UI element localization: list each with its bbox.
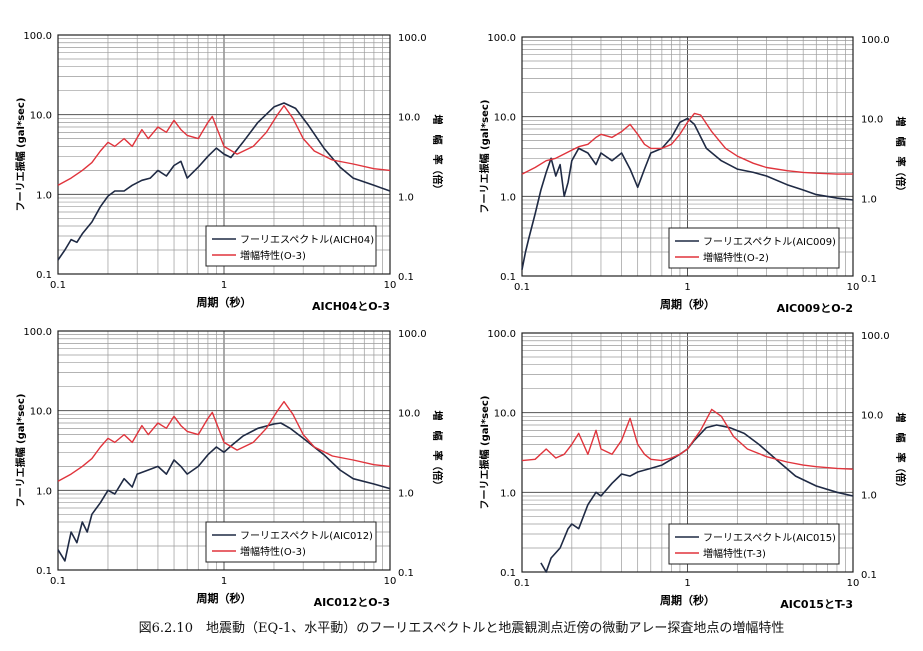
y-tick-label: 100.0 [23, 31, 52, 42]
y-axis-label: フーリエ振幅 (gal*sec) [14, 394, 27, 508]
x-tick-label: 1 [684, 578, 690, 589]
legend-label: 増幅特性(O-3) [240, 249, 306, 262]
y-tick-label: 10.0 [30, 111, 52, 122]
legend-label: フーリエスペクトル(AIC015) [703, 532, 836, 544]
plot-frame [521, 36, 854, 277]
y2-tick-label: 100.0 [398, 329, 427, 340]
x-tick-label: 1 [221, 280, 227, 291]
panel-subtitle: AIC015とT-3 [780, 598, 853, 611]
series-line-amplification [57, 400, 391, 482]
x-tick-label: 1 [684, 282, 690, 293]
legend-label: 増幅特性(O-3) [240, 545, 306, 558]
legend: フーリエスペクトル(AIC015) 増幅特性(T-3) [668, 523, 840, 565]
series-line-amplification [57, 104, 391, 186]
legend: フーリエスペクトル(AIC009) 増幅特性(O-2) [668, 227, 840, 269]
legend-box [668, 523, 840, 565]
x-tick-label: 0.1 [514, 578, 530, 589]
panel-subtitle: AIC012とO-3 [314, 596, 390, 609]
y-tick-label: 0.1 [36, 566, 52, 577]
y-tick-label: 10.0 [494, 409, 516, 420]
x-tick-label: 10 [847, 578, 860, 589]
plot-frame [57, 34, 391, 275]
x-tick-label: 10 [847, 282, 860, 293]
y2-tick-label: 0.1 [398, 272, 414, 283]
chart-panel-2: 0.1 1 100.11.010.0100.00.11.010.0100.0周期（秒… [478, 33, 907, 315]
y2-tick-label: 1.0 [861, 194, 877, 205]
series-line-fourier [540, 424, 854, 573]
x-tick-label: 10 [384, 576, 397, 587]
x-tick-label: 1 [221, 576, 227, 587]
legend-box [668, 227, 840, 269]
x-tick-label: 0.1 [514, 282, 530, 293]
y-tick-label: 10.0 [30, 407, 52, 418]
panel-subtitle: AICH04とO-3 [312, 300, 390, 313]
y2-tick-label: 0.1 [861, 570, 877, 581]
y-axis-label: フーリエ振幅 (gal*sec) [478, 396, 491, 510]
y-tick-label: 1.0 [36, 486, 52, 497]
y2-tick-label: 100.0 [861, 35, 890, 46]
x-axis-label: 周期（秒） [197, 295, 252, 309]
y2-tick-label: 100.0 [861, 331, 890, 342]
y2-tick-label: 0.1 [398, 568, 414, 579]
y2-axis-label: 増 幅 率（倍） [894, 117, 907, 197]
y2-tick-label: 10.0 [398, 409, 420, 420]
legend-label: フーリエスペクトル(AIC012) [240, 530, 373, 542]
y-tick-label: 1.0 [36, 190, 52, 201]
y-tick-label: 10.0 [494, 113, 516, 124]
x-axis-label: 周期（秒） [197, 591, 252, 605]
series-line-fourier [521, 117, 854, 270]
legend: フーリエスペクトル(AICH04) 増幅特性(O-3) [205, 225, 377, 267]
plot-frame [57, 330, 391, 571]
y-tick-label: 100.0 [487, 33, 516, 44]
series-line-fourier [57, 102, 391, 261]
x-axis-label: 周期（秒） [660, 297, 715, 311]
series-line-fourier [57, 422, 391, 562]
legend: フーリエスペクトル(AIC012) 増幅特性(O-3) [205, 521, 377, 563]
y-tick-label: 1.0 [500, 192, 516, 203]
x-tick-label: 0.1 [50, 280, 66, 291]
y-axis-label: フーリエ振幅 (gal*sec) [14, 98, 27, 212]
y2-axis-label: 増 幅 率（倍） [431, 411, 444, 491]
plot-frame [521, 332, 854, 573]
y-tick-label: 1.0 [500, 488, 516, 499]
y2-tick-label: 0.1 [861, 274, 877, 285]
x-axis-label: 周期（秒） [660, 593, 715, 607]
x-tick-label: 0.1 [50, 576, 66, 587]
chart-panel-3: 0.1 1 100.11.010.0100.00.11.010.0100.0周期（秒… [14, 327, 444, 609]
legend-label: 増幅特性(T-3) [703, 547, 766, 560]
legend-box [205, 225, 377, 267]
chart-panel-1: 0.1 1 100.11.010.0100.00.11.010.0100.0周期（秒… [14, 31, 444, 313]
figure-caption: 図6.2.10 地震動（EQ-1、水平動）のフーリエスペクトルと地震観測点近傍の… [138, 621, 785, 636]
y-tick-label: 0.1 [500, 568, 516, 579]
y-tick-label: 0.1 [500, 272, 516, 283]
series-line-amplification [521, 112, 853, 175]
chart-panel-4: 0.1 1 100.11.010.0100.00.11.010.0100.0周期（秒… [478, 329, 907, 611]
y2-tick-label: 1.0 [398, 488, 414, 499]
y-tick-label: 100.0 [23, 327, 52, 338]
legend-label: フーリエスペクトル(AIC009) [703, 236, 836, 248]
series-line-amplification [521, 408, 854, 470]
y2-tick-label: 10.0 [861, 115, 883, 126]
y2-tick-label: 100.0 [398, 33, 427, 44]
y-axis-label: フーリエ振幅 (gal*sec) [478, 100, 491, 214]
legend-label: フーリエスペクトル(AICH04) [240, 234, 374, 246]
y2-tick-label: 10.0 [861, 411, 883, 422]
y2-tick-label: 1.0 [861, 490, 877, 501]
x-tick-label: 10 [384, 280, 397, 291]
figure-canvas: 0.1 1 100.11.010.0100.00.11.010.0100.0周期（秒… [14, 31, 907, 611]
panel-subtitle: AIC009とO-2 [777, 302, 853, 315]
y-tick-label: 0.1 [36, 270, 52, 281]
legend-label: 増幅特性(O-2) [703, 251, 769, 264]
y2-tick-label: 10.0 [398, 113, 420, 124]
y2-axis-label: 増 幅 率（倍） [431, 115, 444, 195]
y2-tick-label: 1.0 [398, 192, 414, 203]
legend-box [205, 521, 377, 563]
y2-axis-label: 増 幅 率（倍） [894, 413, 907, 493]
y-tick-label: 100.0 [487, 329, 516, 340]
